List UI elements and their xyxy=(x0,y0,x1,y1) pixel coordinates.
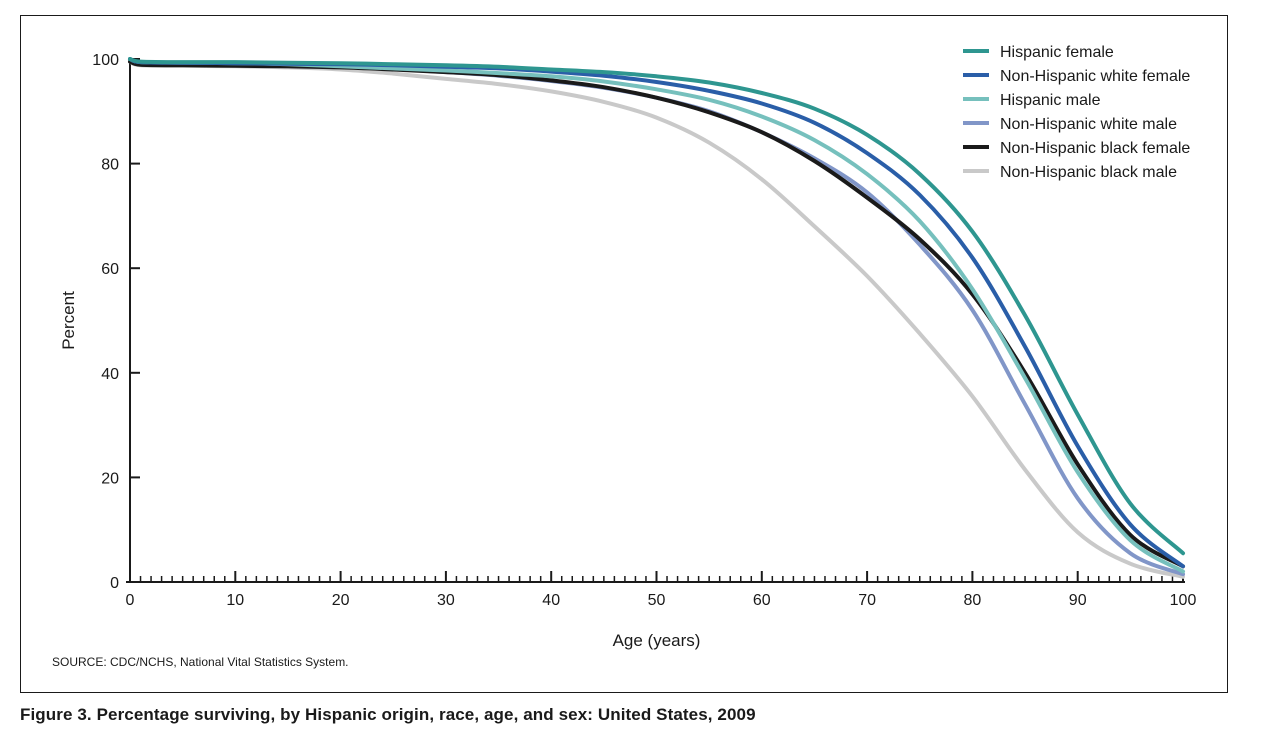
legend-label-non-hispanic-black-male: Non-Hispanic black male xyxy=(1000,164,1177,181)
y-tick-label: 60 xyxy=(101,261,119,278)
figure-frame: 0 20 40 60 80 100 0 10 20 30 40 50 60 70 80 90 100 Hispa… xyxy=(20,15,1228,693)
line-chart: 0 20 40 60 80 100 0 10 20 30 40 50 60 70 80 90 100 Hispa… xyxy=(52,44,1196,669)
x-tick-label: 70 xyxy=(858,592,876,609)
x-tick-label: 40 xyxy=(542,592,560,609)
figure-caption: Figure 3. Percentage surviving, by Hispa… xyxy=(20,705,756,724)
y-tick-label: 20 xyxy=(101,470,119,487)
series-line-hispanic-female xyxy=(128,57,1185,556)
legend-label-hispanic-female: Hispanic female xyxy=(1000,44,1114,61)
legend-label-non-hispanic-black-female: Non-Hispanic black female xyxy=(1000,140,1190,157)
x-tick-label: 60 xyxy=(753,592,771,609)
legend-label-non-hispanic-white-female: Non-Hispanic white female xyxy=(1000,68,1190,85)
x-axis-title: Age (years) xyxy=(613,631,701,650)
series-line-non-hispanic-black-female xyxy=(128,59,1185,569)
y-axis-title: Percent xyxy=(59,291,78,350)
x-tick-label: 10 xyxy=(226,592,244,609)
y-tick-label: 40 xyxy=(101,366,119,383)
source-note: SOURCE: CDC/NCHS, National Vital Statist… xyxy=(52,655,349,669)
x-tick-label: 90 xyxy=(1069,592,1087,609)
legend-label-hispanic-male: Hispanic male xyxy=(1000,92,1101,109)
series-lines xyxy=(128,57,1185,579)
x-tick-label: 30 xyxy=(437,592,455,609)
y-tick-label: 100 xyxy=(92,52,119,69)
axes: 0 20 40 60 80 100 0 10 20 30 40 50 60 70 80 90 100 xyxy=(92,52,1196,609)
x-tick-label: 20 xyxy=(332,592,350,609)
x-tick-label: 80 xyxy=(964,592,982,609)
x-tick-label: 0 xyxy=(126,592,135,609)
legend: Hispanic female Non-Hispanic white female… xyxy=(963,44,1190,181)
y-tick-label: 0 xyxy=(110,575,119,592)
x-tick-label: 50 xyxy=(648,592,666,609)
legend-label-non-hispanic-white-male: Non-Hispanic white male xyxy=(1000,116,1177,133)
y-tick-label: 80 xyxy=(101,157,119,174)
x-tick-label: 100 xyxy=(1170,592,1197,609)
